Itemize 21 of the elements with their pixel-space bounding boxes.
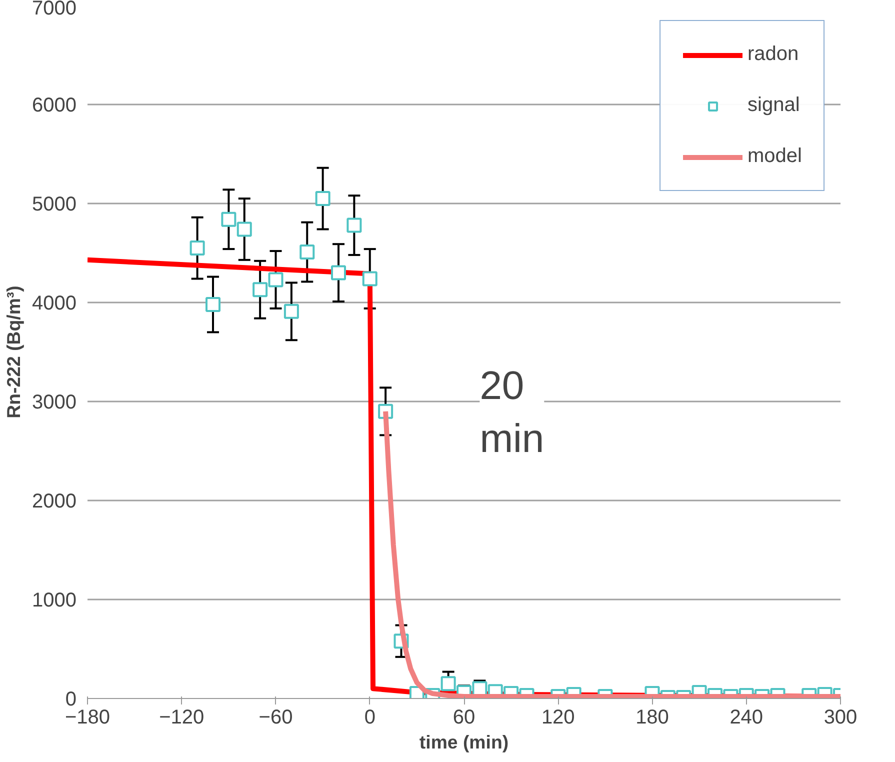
legend-label: radon <box>748 43 799 66</box>
x-tick-label: 0 <box>364 706 376 728</box>
y-tick-label: 7000 <box>32 0 77 20</box>
x-tick-label: −60 <box>258 706 293 728</box>
x-tick-label: 240 <box>730 706 764 728</box>
x-tick-label: −120 <box>159 706 204 728</box>
y-tick-label: 6000 <box>32 94 77 116</box>
legend-label: signal <box>748 94 800 117</box>
annotation: 20 min <box>480 364 544 461</box>
legend-label: model <box>748 145 802 168</box>
y-tick-label: 1000 <box>32 590 77 612</box>
y-tick-label: 3000 <box>32 392 77 414</box>
x-tick-label: 60 <box>452 706 476 728</box>
y-tick-label: 4000 <box>32 292 77 314</box>
y-tick-label: 2000 <box>32 490 77 512</box>
x-tick-label: 120 <box>541 706 575 728</box>
y-tick-label: 5000 <box>32 194 77 216</box>
x-tick-label: 300 <box>824 706 858 728</box>
x-axis-title: time (min) <box>419 732 509 752</box>
x-tick-label: 180 <box>636 706 669 728</box>
y-axis-title: Rn-222 (Bq/m³) <box>3 286 24 418</box>
